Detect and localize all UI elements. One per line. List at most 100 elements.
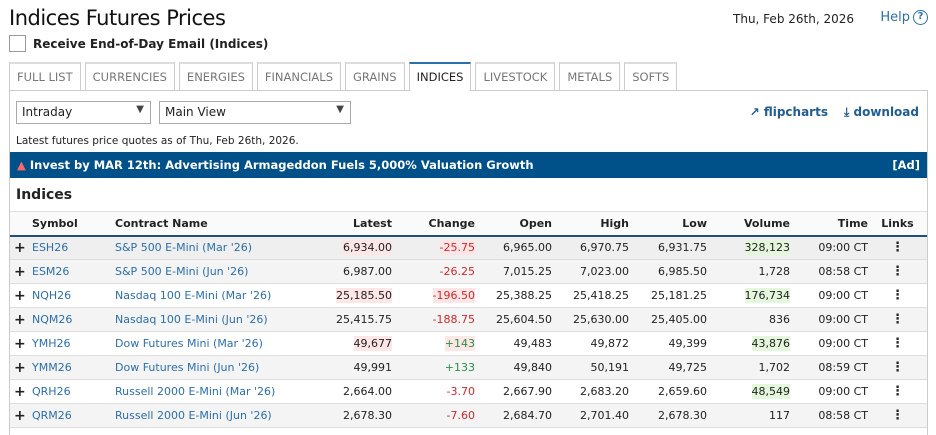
expand-plus-icon[interactable]: + xyxy=(14,287,26,304)
open-value: 2,667.90 xyxy=(475,379,552,404)
col-high[interactable]: High xyxy=(552,211,629,237)
symbol-link[interactable]: QRM26 xyxy=(32,409,72,422)
volume-value: 117 xyxy=(769,409,790,422)
flipcharts-link[interactable]: ↗ flipcharts xyxy=(750,105,828,120)
more-vertical-icon[interactable]: ⋮ xyxy=(891,360,904,375)
col-open[interactable]: Open xyxy=(475,211,552,237)
col-latest[interactable]: Latest xyxy=(300,211,392,237)
open-value: 49,483 xyxy=(475,331,552,356)
expand-plus-icon[interactable]: + xyxy=(14,407,26,424)
more-vertical-icon[interactable]: ⋮ xyxy=(891,384,904,399)
more-vertical-icon[interactable]: ⋮ xyxy=(891,312,904,327)
expand-plus-icon[interactable]: + xyxy=(14,263,26,280)
symbol-link[interactable]: YMM26 xyxy=(32,361,72,374)
tab-indices[interactable]: INDICES xyxy=(408,62,472,91)
section-title: Indices xyxy=(16,187,73,203)
time-value: 09:00 CT xyxy=(790,307,868,332)
more-vertical-icon[interactable]: ⋮ xyxy=(891,336,904,351)
page-title: Indices Futures Prices xyxy=(9,6,226,30)
low-value: 25,181.25 xyxy=(629,283,707,308)
expand-plus-icon[interactable]: + xyxy=(14,239,26,256)
change-value: -3.70 xyxy=(446,385,475,398)
low-value: 25,405.00 xyxy=(629,307,707,332)
tab-currencies[interactable]: CURRENCIES xyxy=(84,62,175,90)
latest-value: 6,934.00 xyxy=(343,240,392,256)
tab-energies[interactable]: ENERGIES xyxy=(178,62,253,90)
open-value: 25,388.25 xyxy=(475,283,552,308)
expand-plus-icon[interactable]: + xyxy=(14,359,26,376)
col-low[interactable]: Low xyxy=(629,211,707,237)
latest-value: 6,987.00 xyxy=(343,265,392,278)
tab-grains[interactable]: GRAINS xyxy=(345,62,405,90)
volume-value: 1,702 xyxy=(758,361,791,374)
quotes-table: Symbol Contract Name Latest Change Open … xyxy=(10,211,927,428)
open-value: 49,840 xyxy=(475,355,552,380)
download-label: download xyxy=(853,105,919,119)
table-row: + QRH26 Russell 2000 E-Mini (Mar '26) 2,… xyxy=(10,379,927,404)
view-value: Main View xyxy=(165,105,226,119)
contract-link[interactable]: Russell 2000 E-Mini (Mar '26) xyxy=(115,385,276,398)
time-value: 09:00 CT xyxy=(790,235,868,260)
latest-value: 49,991 xyxy=(353,361,393,374)
expand-plus-icon[interactable]: + xyxy=(14,311,26,328)
contract-link[interactable]: S&P 500 E-Mini (Mar '26) xyxy=(115,241,253,255)
more-vertical-icon[interactable]: ⋮ xyxy=(891,408,904,423)
symbol-link[interactable]: NQH26 xyxy=(32,289,72,302)
symbol-link[interactable]: ESM26 xyxy=(32,265,70,278)
high-value: 2,683.20 xyxy=(552,379,629,404)
symbol-link[interactable]: QRH26 xyxy=(32,385,71,398)
flipcharts-label: flipcharts xyxy=(763,105,828,119)
ad-banner[interactable]: ▲ Invest by MAR 12th: Advertising Armage… xyxy=(10,152,927,178)
more-vertical-icon[interactable]: ⋮ xyxy=(891,288,904,303)
open-value: 2,684.70 xyxy=(475,403,552,428)
more-vertical-icon[interactable]: ⋮ xyxy=(891,264,904,279)
change-value: +133 xyxy=(444,361,475,374)
contract-link[interactable]: Nasdaq 100 E-Mini (Mar '26) xyxy=(115,289,272,302)
volume-value: 43,876 xyxy=(751,336,790,351)
symbol-link[interactable]: YMH26 xyxy=(32,337,71,350)
period-value: Intraday xyxy=(22,105,73,119)
latest-value: 25,415.75 xyxy=(336,313,392,326)
contract-link[interactable]: Russell 2000 E-Mini (Jun '26) xyxy=(115,409,272,422)
expand-plus-icon[interactable]: + xyxy=(14,335,26,352)
col-symbol[interactable]: Symbol xyxy=(32,211,115,237)
contract-link[interactable]: Nasdaq 100 E-Mini (Jun '26) xyxy=(115,313,268,326)
col-contract[interactable]: Contract Name xyxy=(115,211,300,237)
expand-plus-icon[interactable]: + xyxy=(14,383,26,400)
symbol-link[interactable]: ESH26 xyxy=(32,241,69,255)
volume-value: 836 xyxy=(769,313,790,326)
tab-full-list[interactable]: FULL LIST xyxy=(9,62,81,90)
chevron-down-icon: ▼ xyxy=(336,104,344,115)
tab-softs[interactable]: SOFTS xyxy=(624,62,678,90)
help-label: Help xyxy=(880,10,910,25)
table-row: + YMH26 Dow Futures Mini (Mar '26) 49,67… xyxy=(10,331,927,356)
col-time[interactable]: Time xyxy=(790,211,868,237)
low-value: 49,725 xyxy=(629,355,707,380)
contract-link[interactable]: S&P 500 E-Mini (Jun '26) xyxy=(115,265,249,278)
email-checkbox[interactable] xyxy=(9,35,26,52)
high-value: 7,023.00 xyxy=(552,259,629,284)
more-vertical-icon[interactable]: ⋮ xyxy=(891,240,904,256)
latest-value: 25,185.50 xyxy=(336,288,392,303)
low-value: 2,659.60 xyxy=(629,379,707,404)
period-select[interactable]: Intraday ▼ xyxy=(16,101,151,124)
download-icon: ⤓ xyxy=(843,105,850,119)
contract-link[interactable]: Dow Futures Mini (Mar '26) xyxy=(115,337,263,350)
volume-value: 328,123 xyxy=(744,240,790,256)
col-change[interactable]: Change xyxy=(392,211,475,237)
view-select[interactable]: Main View ▼ xyxy=(159,101,351,124)
tab-livestock[interactable]: LIVESTOCK xyxy=(475,62,556,90)
download-link[interactable]: ⤓ download xyxy=(844,105,919,120)
col-volume[interactable]: Volume xyxy=(707,211,790,237)
contract-link[interactable]: Dow Futures Mini (Jun '26) xyxy=(115,361,260,374)
category-tabs: FULL LIST CURRENCIES ENERGIES FINANCIALS… xyxy=(9,62,678,91)
symbol-link[interactable]: NQM26 xyxy=(32,313,73,326)
low-value: 2,678.30 xyxy=(629,403,707,428)
email-option[interactable]: Receive End-of-Day Email (Indices) xyxy=(9,35,268,52)
tab-financials[interactable]: FINANCIALS xyxy=(256,62,341,90)
volume-value: 48,549 xyxy=(751,384,790,399)
help-link[interactable]: Help? xyxy=(880,10,928,25)
time-value: 09:00 CT xyxy=(790,283,868,308)
open-value: 25,604.50 xyxy=(475,307,552,332)
tab-metals[interactable]: METALS xyxy=(559,62,621,90)
